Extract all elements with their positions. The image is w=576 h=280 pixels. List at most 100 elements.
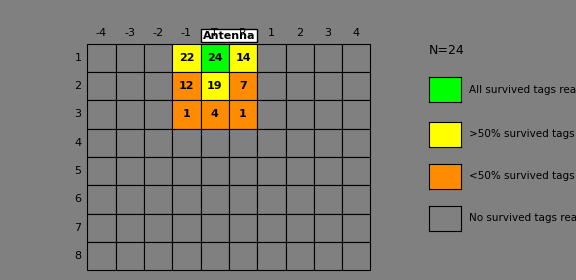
Bar bbox=[144, 185, 172, 214]
Bar bbox=[314, 72, 342, 100]
Bar bbox=[116, 129, 144, 157]
Bar bbox=[229, 44, 257, 72]
Text: 22: 22 bbox=[179, 53, 194, 63]
Text: 24: 24 bbox=[207, 53, 222, 63]
Bar bbox=[144, 129, 172, 157]
Bar bbox=[257, 100, 286, 129]
Bar bbox=[342, 185, 370, 214]
Text: -3: -3 bbox=[124, 28, 135, 38]
Text: 1: 1 bbox=[75, 53, 82, 63]
Bar bbox=[314, 129, 342, 157]
Text: 4: 4 bbox=[353, 28, 360, 38]
Bar bbox=[144, 214, 172, 242]
Bar bbox=[257, 185, 286, 214]
Bar bbox=[229, 242, 257, 270]
Text: 3: 3 bbox=[75, 109, 82, 119]
Text: 1: 1 bbox=[239, 109, 247, 119]
Text: -2: -2 bbox=[153, 28, 164, 38]
Bar bbox=[342, 129, 370, 157]
Text: -1: -1 bbox=[181, 28, 192, 38]
Bar bbox=[229, 185, 257, 214]
Bar bbox=[286, 44, 314, 72]
Text: 2: 2 bbox=[74, 81, 82, 91]
Bar bbox=[314, 44, 342, 72]
Bar bbox=[144, 100, 172, 129]
Bar bbox=[88, 129, 116, 157]
Bar bbox=[144, 44, 172, 72]
Bar bbox=[257, 44, 286, 72]
Text: T: T bbox=[211, 28, 218, 38]
Bar bbox=[144, 242, 172, 270]
Text: 8: 8 bbox=[74, 251, 82, 261]
Bar bbox=[286, 157, 314, 185]
Text: 7: 7 bbox=[74, 223, 82, 233]
Bar bbox=[88, 242, 116, 270]
Text: 6: 6 bbox=[75, 194, 82, 204]
Bar bbox=[116, 157, 144, 185]
Bar bbox=[257, 157, 286, 185]
Bar bbox=[229, 214, 257, 242]
Bar bbox=[88, 72, 116, 100]
Bar bbox=[88, 214, 116, 242]
Bar bbox=[229, 72, 257, 100]
Text: 12: 12 bbox=[179, 81, 194, 91]
Bar bbox=[286, 214, 314, 242]
Bar bbox=[172, 214, 200, 242]
Bar bbox=[200, 100, 229, 129]
Bar bbox=[88, 185, 116, 214]
Bar bbox=[342, 72, 370, 100]
Bar bbox=[342, 44, 370, 72]
Text: 3: 3 bbox=[324, 28, 332, 38]
Bar bbox=[172, 157, 200, 185]
Text: N=24: N=24 bbox=[429, 44, 465, 57]
Bar bbox=[88, 157, 116, 185]
Text: 14: 14 bbox=[235, 53, 251, 63]
Bar bbox=[314, 214, 342, 242]
Bar bbox=[314, 100, 342, 129]
Text: -4: -4 bbox=[96, 28, 107, 38]
Bar bbox=[257, 72, 286, 100]
Bar bbox=[116, 214, 144, 242]
Bar bbox=[314, 185, 342, 214]
Bar bbox=[200, 242, 229, 270]
Bar bbox=[286, 129, 314, 157]
Text: >50% survived tags read: >50% survived tags read bbox=[469, 129, 576, 139]
Bar bbox=[257, 242, 286, 270]
Bar bbox=[144, 157, 172, 185]
Bar bbox=[172, 72, 200, 100]
Bar bbox=[144, 72, 172, 100]
Bar bbox=[116, 44, 144, 72]
Bar bbox=[286, 242, 314, 270]
Bar bbox=[342, 100, 370, 129]
Bar bbox=[88, 44, 116, 72]
Bar bbox=[200, 44, 229, 72]
Bar bbox=[172, 44, 200, 72]
Bar bbox=[286, 100, 314, 129]
Text: Antenna: Antenna bbox=[203, 31, 255, 41]
Bar bbox=[342, 214, 370, 242]
Text: 7: 7 bbox=[239, 81, 247, 91]
Text: 19: 19 bbox=[207, 81, 222, 91]
Text: 1: 1 bbox=[183, 109, 190, 119]
Bar bbox=[229, 129, 257, 157]
Bar bbox=[200, 214, 229, 242]
Bar bbox=[200, 129, 229, 157]
Bar bbox=[342, 242, 370, 270]
Bar bbox=[286, 185, 314, 214]
Bar bbox=[172, 185, 200, 214]
Bar bbox=[116, 185, 144, 214]
Bar bbox=[200, 72, 229, 100]
Text: 4: 4 bbox=[74, 138, 82, 148]
Bar bbox=[172, 100, 200, 129]
Bar bbox=[116, 100, 144, 129]
Text: 1: 1 bbox=[268, 28, 275, 38]
Bar bbox=[116, 242, 144, 270]
Text: 4: 4 bbox=[211, 109, 219, 119]
Bar bbox=[229, 157, 257, 185]
Bar bbox=[172, 129, 200, 157]
Bar bbox=[229, 100, 257, 129]
Bar bbox=[116, 72, 144, 100]
Text: 2: 2 bbox=[296, 28, 303, 38]
Bar bbox=[200, 185, 229, 214]
Bar bbox=[172, 242, 200, 270]
